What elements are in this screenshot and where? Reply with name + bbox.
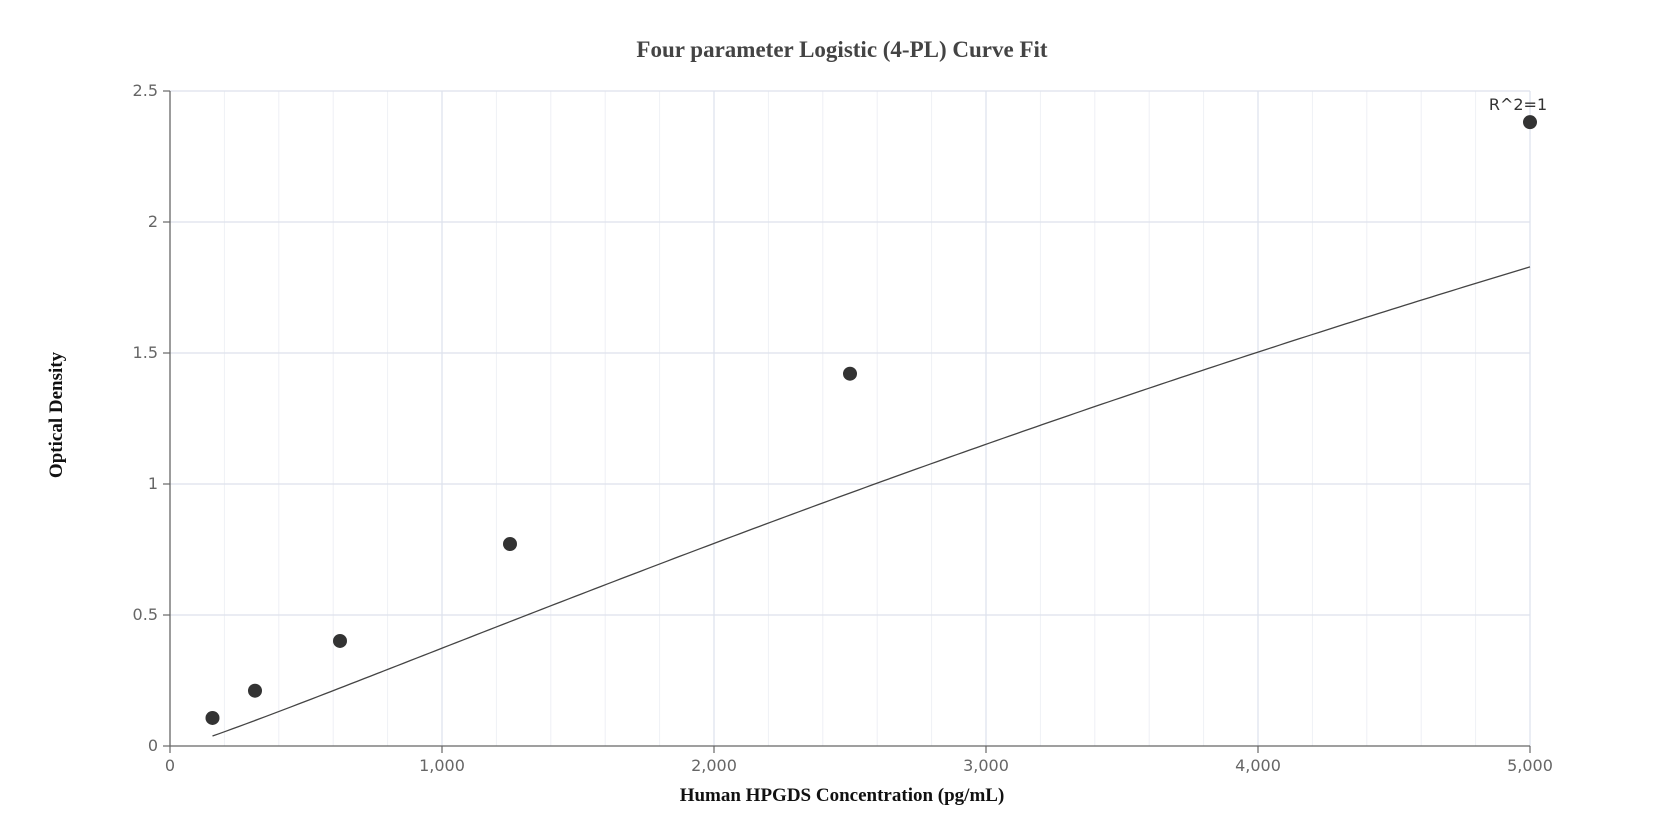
axes	[163, 90, 1531, 753]
x-tick-label: 2,000	[691, 756, 737, 775]
data-point	[333, 633, 347, 648]
data-point	[1523, 115, 1537, 130]
data-point	[843, 366, 857, 381]
y-tick-label: 2.5	[133, 81, 158, 100]
data-points	[205, 115, 1537, 725]
x-tick-label: 0	[165, 756, 175, 775]
annotations: R^2=1	[1489, 95, 1547, 114]
x-tick-label: 3,000	[963, 756, 1009, 775]
x-tick-label: 5,000	[1507, 756, 1553, 775]
r-squared-annotation: R^2=1	[1489, 95, 1547, 114]
data-point	[503, 536, 517, 551]
x-tick-label: 1,000	[419, 756, 465, 775]
y-tick-label: 0.5	[133, 605, 158, 624]
y-tick-label: 2	[148, 212, 158, 231]
x-tick-label: 4,000	[1235, 756, 1281, 775]
y-tick-label: 1	[148, 474, 158, 493]
x-axis-title: Human HPGDS Concentration (pg/mL)	[680, 785, 1005, 806]
grid-lines	[170, 90, 1531, 746]
y-tick-label: 0	[148, 736, 158, 755]
data-point	[248, 683, 262, 698]
chart-title: Four parameter Logistic (4-PL) Curve Fit	[636, 37, 1047, 62]
y-axis-title: Optical Density	[46, 351, 67, 478]
data-point	[205, 710, 220, 725]
tick-labels: 0 1,000 2,000 3,000 4,000 5,000 0 0.5 1 1.5 2 2.5	[133, 81, 1553, 775]
y-tick-label: 1.5	[133, 343, 158, 362]
fit-curve	[212, 266, 1531, 737]
fit-curve-layer	[212, 266, 1531, 737]
